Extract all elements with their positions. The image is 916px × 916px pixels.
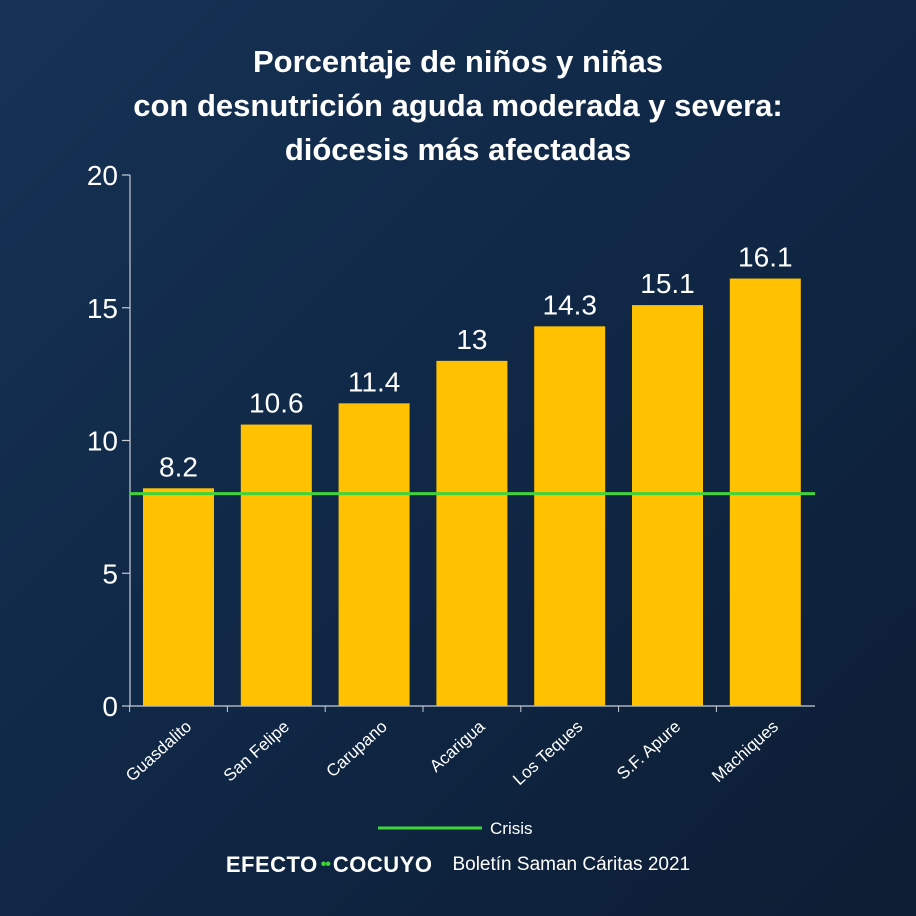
x-tick-label: S.F. Apure xyxy=(613,717,684,784)
data-label: 10.6 xyxy=(249,388,304,419)
bar xyxy=(534,326,606,706)
bar xyxy=(240,424,312,706)
x-tick-label: Carupano xyxy=(323,717,391,781)
bar xyxy=(143,488,214,706)
x-tick-label: Los Teques xyxy=(509,717,586,789)
x-tick-label: Guasdalito xyxy=(122,717,195,786)
chart-title-line: Porcentaje de niños y niñas xyxy=(252,44,663,79)
y-tick-label: 10 xyxy=(87,426,118,457)
data-label: 8.2 xyxy=(159,451,198,482)
bar xyxy=(436,360,508,706)
y-tick-label: 20 xyxy=(87,160,118,191)
brand-logo-right: COCUYO xyxy=(332,852,433,877)
brand-logo-left: EFECTO xyxy=(225,852,318,877)
data-label: 16.1 xyxy=(738,242,793,273)
chart-title-line: con desnutrición aguda moderada y severa… xyxy=(133,88,783,123)
data-label: 14.3 xyxy=(542,289,597,320)
x-tick-label: San Felipe xyxy=(220,717,293,786)
y-tick-label: 0 xyxy=(102,691,118,722)
source-text: Boletín Saman Cáritas 2021 xyxy=(452,854,691,875)
chart-title: Porcentaje de niños y niñas con desnutri… xyxy=(0,40,916,172)
bar xyxy=(632,305,703,706)
bar xyxy=(338,403,410,706)
x-tick-label: Machiques xyxy=(708,717,782,786)
brand-logo: EFECTO •• COCUYO xyxy=(226,852,433,878)
data-label: 15.1 xyxy=(640,268,695,299)
legend-label: Crisis xyxy=(490,819,533,838)
chart-title-line: diócesis más afectadas xyxy=(284,132,632,167)
data-label: 11.4 xyxy=(348,366,400,397)
brand-logo-dots: •• xyxy=(320,856,331,873)
y-tick-label: 5 xyxy=(102,558,118,589)
x-tick-label: Acarigua xyxy=(426,716,489,775)
data-label: 13 xyxy=(456,324,487,355)
y-tick-label: 15 xyxy=(87,293,118,324)
footer: EFECTO •• COCUYO Boletín Saman Cáritas 2… xyxy=(0,848,916,882)
